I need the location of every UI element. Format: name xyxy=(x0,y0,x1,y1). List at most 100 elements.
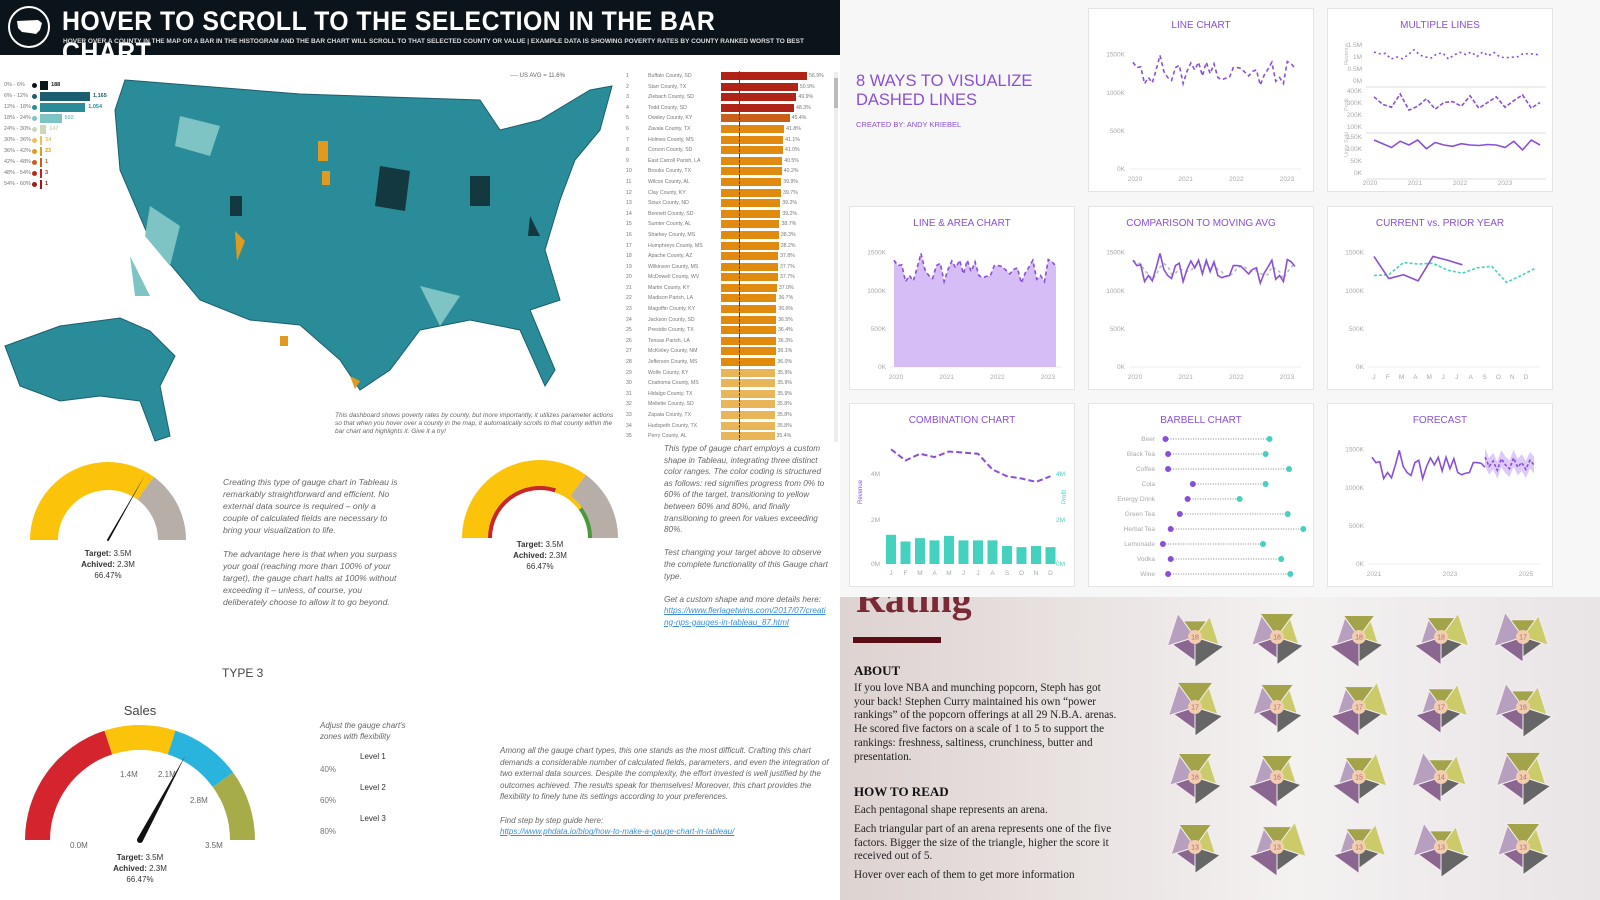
county-bar-row[interactable]: 19 Wilkinson County, MS 37.7% xyxy=(620,261,835,273)
histogram-row[interactable]: 36% - 42% 23 xyxy=(0,146,115,157)
arena-pentagon[interactable]: 17 xyxy=(1414,683,1469,735)
county-bar-row[interactable]: 35 Perry County, AL 35.4% xyxy=(620,431,835,441)
histogram-row[interactable]: 24% - 30% 147 xyxy=(0,124,115,135)
histogram-row[interactable]: 18% - 24% 502 xyxy=(0,113,115,124)
arena-pentagon[interactable]: 16 xyxy=(1247,755,1303,809)
arena-pentagon[interactable]: 14 xyxy=(1495,751,1552,808)
county-bar-row[interactable]: 24 Jackson County, SD 36.5% xyxy=(620,314,835,326)
zone-level-1[interactable]: Level 1 40% xyxy=(320,750,440,781)
county-bar-row[interactable]: 3 Ziebach County, SD 49.9% xyxy=(620,92,835,104)
arena-pentagon[interactable]: 13 xyxy=(1497,822,1551,876)
arena-pentagon[interactable]: 13 xyxy=(1248,821,1307,878)
county-bar-row[interactable]: 11 Wilcox County, AL 39.9% xyxy=(620,176,835,188)
county-bar-row[interactable]: 14 Bennett County, SD 39.2% xyxy=(620,208,835,220)
county-rank: 27 xyxy=(626,348,632,355)
bar-chart-scrollbar[interactable] xyxy=(834,72,838,442)
county-bar-row[interactable]: 5 Owsley County, KY 45.4% xyxy=(620,113,835,125)
arena-pentagon[interactable]: 18 xyxy=(1413,612,1470,666)
chart-card-combo[interactable]: COMBINATION CHART 4M 4M 2M 2M 0M 0M Revenue Prof… xyxy=(849,403,1075,587)
score-badge xyxy=(1270,770,1284,784)
chart-card-multi[interactable]: MULTIPLE LINES Revenue 1.5M 1M 0.5M 0M Profit 4… xyxy=(1327,8,1553,192)
county-bar-row[interactable]: 8 Corson County, SD 41.0% xyxy=(620,145,835,157)
histogram-row[interactable]: 0% - 6% 188 xyxy=(0,80,115,91)
county-bar-row[interactable]: 26 Tensas Parish, LA 36.3% xyxy=(620,335,835,347)
county-bar-row[interactable]: 9 East Carroll Parish, LA 40.5% xyxy=(620,155,835,167)
chart-title: FORECAST xyxy=(1412,414,1468,426)
arena-pentagon-grid[interactable]: 18 18 18 18 17 17 17 17 17 16 16 16 15 14 14 13 13 13 13 13 xyxy=(1140,597,1600,900)
county-bar-row[interactable]: 17 Humphreys County, MS 38.2% xyxy=(620,240,835,252)
map-contiguous-us xyxy=(114,79,613,391)
county-bar-row[interactable]: 20 McDowell County, WV 37.7% xyxy=(620,272,835,284)
county-bar xyxy=(721,241,779,250)
county-bar-row[interactable]: 12 Clay County, KY 39.7% xyxy=(620,187,835,199)
county-bar-row[interactable]: 32 Mellette County, SD 35.8% xyxy=(620,399,835,411)
prior-year-line xyxy=(1373,261,1537,284)
arena-pentagon[interactable]: 17 xyxy=(1167,681,1224,738)
county-bar-row[interactable]: 7 Holmes County, MS 41.1% xyxy=(620,134,835,146)
histogram-bar xyxy=(40,92,90,101)
county-bar-chart[interactable]: 1 Buffalo County, SD 56.9% 2 Starr County, T… xyxy=(620,71,835,441)
arena-pentagon[interactable]: 17 xyxy=(1252,684,1304,735)
histogram-row[interactable]: 42% - 48% 1 xyxy=(0,157,115,168)
how-to-read-3: Hover over each of them to get more info… xyxy=(854,869,1075,882)
arena-pentagon[interactable]: 18 xyxy=(1329,615,1385,669)
county-bar-row[interactable]: 28 Jefferson County, MS 36.0% xyxy=(620,357,835,369)
histogram-row[interactable]: 48% - 54% 3 xyxy=(0,168,115,179)
county-rank: 15 xyxy=(626,221,632,228)
arena-pentagon[interactable]: 13 xyxy=(1332,823,1387,875)
arena-pentagon[interactable]: 17 xyxy=(1493,611,1549,664)
county-bar-row[interactable]: 30 Coahoma County, MS 35.9% xyxy=(620,378,835,390)
county-bar-row[interactable]: 21 Martin County, KY 37.0% xyxy=(620,282,835,294)
score-badge xyxy=(1434,840,1448,854)
zone-level-2[interactable]: Level 2 60% xyxy=(320,781,440,812)
revenue-axis-label: Revenue xyxy=(858,479,864,504)
county-bar-row[interactable]: 1 Buffalo County, SD 56.9% xyxy=(620,71,835,82)
chart-card-area[interactable]: LINE & AREA CHART 1500K 1000K 500K 0K 2020 202… xyxy=(849,206,1075,390)
barbell-end-dot xyxy=(1260,541,1266,547)
custom-shape-link[interactable]: https://www.flerlagetwins.com/2017/07/cr… xyxy=(664,606,826,627)
county-bar-row[interactable]: 6 Zavala County, TX 41.8% xyxy=(620,123,835,135)
histogram-row[interactable]: 12% - 18% 1,054 xyxy=(0,102,115,113)
histogram-row[interactable]: 30% - 36% 54 xyxy=(0,135,115,146)
arena-pentagon[interactable]: 18 xyxy=(1166,612,1225,669)
arena-score: 17 xyxy=(1437,705,1445,712)
gauge3-text-1: Among all the gauge chart types, this on… xyxy=(500,746,829,802)
county-bar-row[interactable]: 25 Presidio County, TX 36.4% xyxy=(620,325,835,337)
chart-card-mavg[interactable]: COMPARISON TO MOVING AVG 1500K 1000K 500K 0K… xyxy=(1088,206,1314,390)
county-bar-row[interactable]: 15 Sumter County, AL 38.7% xyxy=(620,219,835,231)
arena-pentagon[interactable]: 16 xyxy=(1169,752,1223,806)
chart-card-cvp[interactable]: CURRENT vs. PRIOR YEAR 1500K 1000K 500K 0K J F… xyxy=(1327,206,1553,390)
histogram-range: 48% - 54% xyxy=(4,170,31,176)
step-guide-link[interactable]: https://www.phdata.io/blog/how-to-make-a… xyxy=(500,827,735,837)
county-bar-row[interactable]: 29 Wolfe County, KY 35.9% xyxy=(620,367,835,379)
county-bar xyxy=(721,230,779,239)
arena-pentagon[interactable]: 14 xyxy=(1411,751,1467,804)
county-bar-row[interactable]: 10 Brooks County, TX 40.2% xyxy=(620,166,835,178)
county-bar-row[interactable]: 31 Hidalgo County, TX 35.9% xyxy=(620,388,835,400)
county-bar-row[interactable]: 18 Apache County, AZ 37.8% xyxy=(620,251,835,263)
zone-level-3[interactable]: Level 3 80% xyxy=(320,812,440,843)
poverty-map[interactable] xyxy=(0,56,620,442)
arena-pentagon[interactable]: 18 xyxy=(1251,612,1305,666)
histogram-row[interactable]: 6% - 12% 1,165 xyxy=(0,91,115,102)
county-bar-row[interactable]: 34 Hudspeth County, TX 35.8% xyxy=(620,420,835,432)
county-bar-row[interactable]: 23 Magoffin County, KY 36.6% xyxy=(620,304,835,316)
county-value: 38.7% xyxy=(781,221,797,228)
arena-score: 13 xyxy=(1191,845,1199,852)
county-bar-row[interactable]: 22 Madison Parish, LA 36.7% xyxy=(620,293,835,305)
county-bar-row[interactable]: 16 Sharkey County, MS 38.3% xyxy=(620,229,835,241)
chart-card-barbell[interactable]: BARBELL CHART Beer Black Tea Coffee Cola Ener… xyxy=(1088,403,1314,587)
arena-pentagon[interactable]: 17 xyxy=(1330,681,1389,738)
county-bar-row[interactable]: 33 Zapata County, TX 35.8% xyxy=(620,410,835,421)
histogram-row[interactable]: 54% - 60% 1 xyxy=(0,179,115,190)
county-bar-row[interactable]: 4 Todd County, SD 48.3% xyxy=(620,102,835,114)
arena-pentagon[interactable]: 13 xyxy=(1412,822,1471,879)
arena-pentagon[interactable]: 16 xyxy=(1494,682,1553,739)
chart-card-forecast[interactable]: FORECAST 1500K 1000K 500K 0K 2021 2023 2025 xyxy=(1327,403,1553,587)
county-bar-row[interactable]: 13 Sioux County, ND 39.2% xyxy=(620,198,835,210)
county-bar-row[interactable]: 2 Starr County, TX 50.9% xyxy=(620,81,835,93)
arena-pentagon[interactable]: 13 xyxy=(1170,824,1222,875)
county-bar-row[interactable]: 27 McKinley County, NM 36.1% xyxy=(620,346,835,358)
arena-pentagon[interactable]: 15 xyxy=(1331,752,1388,806)
chart-card-line[interactable]: LINE CHART 1500K 1000K 500K 0K 2020 2021 2022 20… xyxy=(1088,8,1314,192)
